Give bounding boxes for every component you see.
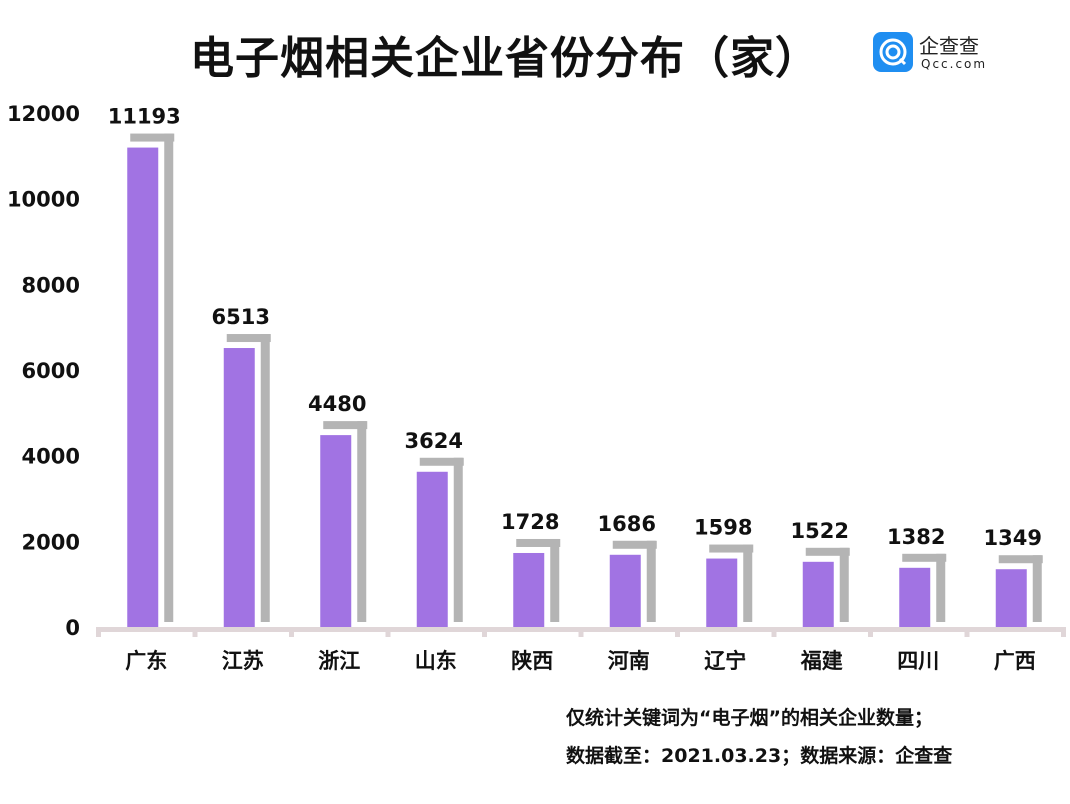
bar-shadow-top bbox=[805, 547, 850, 556]
bar-shadow-side bbox=[357, 421, 367, 622]
x-axis-tick bbox=[289, 627, 294, 637]
bar-shadow-side bbox=[839, 547, 849, 622]
y-tick-label: 12000 bbox=[7, 102, 80, 126]
y-tick-label: 0 bbox=[65, 616, 80, 640]
bar-shadow-top bbox=[323, 421, 368, 430]
bar bbox=[320, 435, 352, 627]
x-tick-label: 四川 bbox=[897, 649, 939, 673]
data-label: 1728 bbox=[501, 510, 559, 534]
data-label: 11193 bbox=[108, 105, 181, 129]
qcc-logo: 企查查 Qcc.com bbox=[873, 30, 993, 74]
chart-title: 电子烟相关企业省份分布（家） bbox=[190, 33, 820, 84]
bar-shadow-side bbox=[453, 457, 463, 622]
bar-shadow-top bbox=[612, 540, 657, 549]
bar-shadow-side bbox=[550, 538, 560, 622]
data-label: 1686 bbox=[598, 512, 656, 536]
x-axis-tick bbox=[192, 627, 198, 637]
bar bbox=[899, 567, 931, 627]
x-tick-label: 山东 bbox=[415, 649, 457, 673]
bar-shadow-top bbox=[709, 544, 754, 553]
footnote-scope: 仅统计关键词为“电子烟”的相关企业数量； bbox=[566, 707, 933, 729]
bar-shadow-side bbox=[743, 544, 753, 622]
data-label: 1382 bbox=[887, 525, 945, 549]
x-axis-tick bbox=[578, 627, 584, 637]
x-axis-tick bbox=[675, 627, 680, 637]
x-axis-tick bbox=[482, 627, 487, 637]
bar-shadow-side bbox=[164, 133, 174, 622]
footnote-source: 数据截至：2021.03.23；数据来源：企查查 bbox=[566, 745, 953, 767]
x-axis-tick bbox=[771, 627, 777, 637]
bar bbox=[706, 558, 738, 627]
x-tick-label: 广东 bbox=[125, 649, 167, 673]
x-axis-tick bbox=[964, 627, 970, 637]
data-label: 4480 bbox=[308, 392, 366, 416]
data-label: 1349 bbox=[984, 526, 1042, 550]
x-tick-label: 浙江 bbox=[318, 649, 360, 673]
bar-shadow-top bbox=[130, 133, 175, 142]
bar-shadow-side bbox=[260, 334, 270, 622]
logo-text-en: Qcc.com bbox=[921, 57, 988, 71]
x-tick-label: 陕西 bbox=[511, 649, 553, 673]
bar bbox=[802, 561, 834, 627]
qcc-logo-icon bbox=[873, 32, 913, 72]
data-label: 1522 bbox=[791, 519, 849, 543]
bar bbox=[127, 147, 159, 627]
bar bbox=[223, 348, 255, 627]
logo-text-cn: 企查查 bbox=[919, 34, 979, 58]
x-axis-tick bbox=[96, 627, 101, 637]
bar-shadow-top bbox=[226, 334, 271, 343]
x-tick-label: 江苏 bbox=[222, 649, 264, 673]
x-axis-tick bbox=[868, 627, 873, 637]
bar-shadow-side bbox=[1032, 555, 1042, 622]
y-tick-label: 2000 bbox=[22, 530, 80, 554]
y-tick-label: 4000 bbox=[22, 445, 80, 469]
bar-shadow-top bbox=[419, 457, 464, 466]
data-label: 3624 bbox=[405, 429, 463, 453]
x-tick-label: 广西 bbox=[994, 649, 1036, 673]
x-axis-tick bbox=[385, 627, 391, 637]
x-axis-tick bbox=[1061, 627, 1066, 637]
bar-shadow-top bbox=[516, 538, 561, 547]
bar-shadow-side bbox=[936, 553, 946, 622]
x-tick-label: 福建 bbox=[800, 649, 843, 673]
bar bbox=[416, 471, 448, 627]
data-label: 1598 bbox=[694, 516, 752, 540]
bar bbox=[513, 552, 545, 627]
bar-shadow-top bbox=[998, 555, 1043, 564]
bar bbox=[609, 554, 641, 627]
x-tick-label: 河南 bbox=[608, 649, 650, 673]
bar bbox=[995, 569, 1027, 627]
y-tick-label: 8000 bbox=[22, 273, 80, 297]
y-tick-label: 6000 bbox=[22, 359, 80, 383]
bar-shadow-top bbox=[902, 553, 947, 562]
x-tick-label: 辽宁 bbox=[704, 649, 746, 673]
bar-shadow-side bbox=[646, 540, 656, 622]
data-label: 6513 bbox=[212, 305, 270, 329]
y-tick-label: 10000 bbox=[7, 188, 80, 212]
